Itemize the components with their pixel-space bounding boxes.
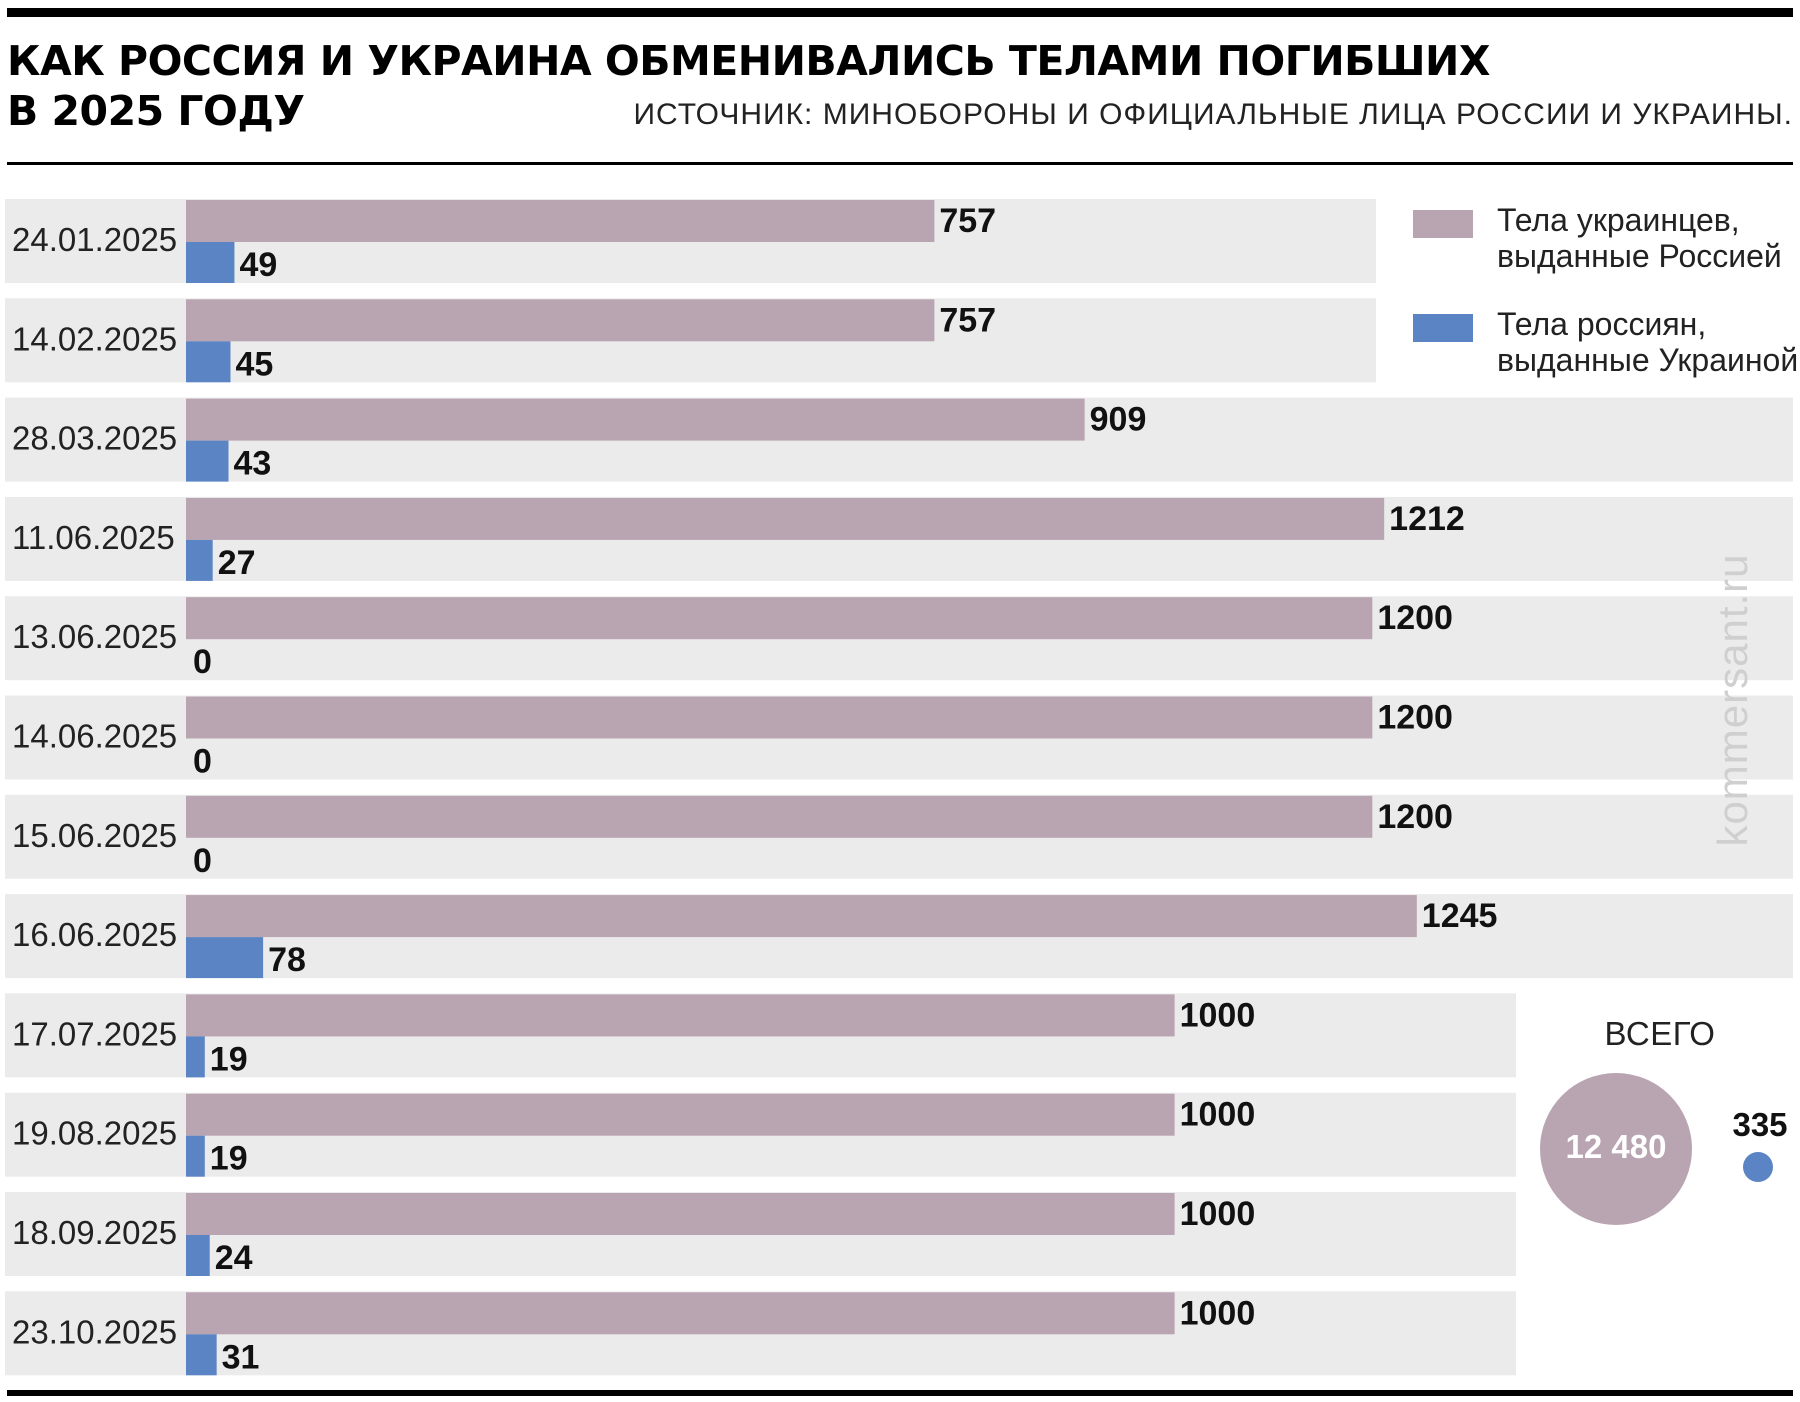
bar-ua [186, 597, 1373, 640]
value-label-ru: 31 [222, 1338, 260, 1376]
value-label-ru: 0 [193, 743, 212, 781]
bar-ua [186, 398, 1085, 441]
bottom-rule [7, 1390, 1793, 1396]
chart-title: КАК РОССИЯ И УКРАИНА ОБМЕНИВАЛИСЬ ТЕЛАМИ… [7, 36, 1490, 136]
value-label-ru: 0 [193, 842, 212, 880]
legend-ua-label: Тела украинцев, выданные Россией [1497, 202, 1800, 274]
total-ru-label: 335 [1732, 1106, 1788, 1143]
value-label-ua: 909 [1090, 401, 1147, 439]
value-label-ru: 0 [193, 643, 212, 681]
top-rule [7, 8, 1793, 17]
value-label-ru: 49 [239, 246, 277, 284]
value-label-ua: 757 [939, 202, 996, 240]
bar-ua [186, 1093, 1175, 1136]
date-label: 24.01.2025 [12, 221, 177, 258]
total-ua-label: 12 480 [1565, 1128, 1667, 1165]
value-label-ua: 1200 [1377, 599, 1453, 637]
bar-ua [186, 696, 1373, 739]
value-label-ua: 1000 [1180, 1195, 1256, 1233]
legend-ru-swatch [1413, 314, 1473, 342]
date-label: 18.09.2025 [12, 1214, 177, 1251]
legend-ua-line2: выданные Россией [1497, 238, 1782, 274]
bar-ua [186, 1292, 1175, 1335]
value-label-ua: 1000 [1180, 1294, 1256, 1332]
date-label: 11.06.2025 [12, 519, 175, 556]
bar-ua [186, 1193, 1175, 1235]
value-label-ru: 43 [234, 445, 272, 483]
watermark: kommersant.ru [1709, 553, 1756, 847]
value-label-ru: 19 [210, 1140, 248, 1178]
bar-ru [186, 242, 235, 283]
value-label-ru: 27 [218, 544, 256, 582]
bar-ua [186, 895, 1417, 938]
date-label: 14.02.2025 [12, 320, 177, 357]
legend-ua-line1: Тела украинцев, [1497, 202, 1740, 238]
bar-ua [186, 497, 1385, 540]
total-ua-circle [1540, 1073, 1692, 1225]
date-label: 23.10.2025 [12, 1313, 177, 1350]
value-label-ua: 1000 [1180, 996, 1256, 1034]
value-label-ua: 1212 [1389, 500, 1465, 538]
bar-ru [186, 1334, 217, 1376]
bar-ru [186, 937, 264, 979]
bar-ru [186, 1036, 205, 1078]
bar-ru [186, 341, 231, 383]
chart-title-line1: КАК РОССИЯ И УКРАИНА ОБМЕНИВАЛИСЬ ТЕЛАМИ… [7, 37, 1490, 85]
chart-title-line2: В 2025 ГОДУ [7, 87, 305, 135]
bar-ua [186, 200, 935, 242]
bar-ru [186, 440, 229, 482]
value-label-ua: 757 [939, 301, 996, 339]
value-label-ua: 1200 [1377, 798, 1453, 836]
value-label-ua: 1200 [1377, 699, 1453, 737]
bar-ru [186, 1135, 205, 1177]
bar-ru [186, 539, 213, 581]
legend-ru-label: Тела россиян, выданные Украиной [1497, 306, 1800, 378]
value-label-ru: 19 [210, 1040, 248, 1078]
legend-ua-swatch [1413, 210, 1473, 238]
legend-ru-line1: Тела россиян, [1497, 306, 1707, 342]
date-label: 16.06.2025 [12, 916, 177, 953]
bar-ru [186, 1235, 210, 1276]
value-label-ru: 78 [268, 941, 306, 979]
bar-ua [186, 299, 935, 342]
source-note: ИСТОЧНИК: МИНОБОРОНЫ И ОФИЦИАЛЬНЫЕ ЛИЦА … [633, 98, 1793, 131]
date-label: 13.06.2025 [12, 618, 177, 655]
date-label: 14.06.2025 [12, 718, 177, 755]
totals-title: ВСЕГО [1604, 1015, 1716, 1052]
legend-ru-line2: выданные Украиной [1497, 342, 1799, 378]
bar-ua [186, 994, 1175, 1037]
bar-ua [186, 795, 1373, 838]
value-label-ua: 1245 [1422, 897, 1498, 935]
date-label: 15.06.2025 [12, 817, 177, 854]
date-label: 17.07.2025 [12, 1015, 177, 1052]
value-label-ru: 24 [215, 1239, 253, 1277]
total-ru-circle [1743, 1152, 1773, 1182]
date-label: 28.03.2025 [12, 420, 177, 457]
date-label: 19.08.2025 [12, 1115, 177, 1152]
value-label-ua: 1000 [1180, 1096, 1256, 1134]
header-rule [7, 162, 1793, 165]
value-label-ru: 45 [235, 345, 273, 383]
